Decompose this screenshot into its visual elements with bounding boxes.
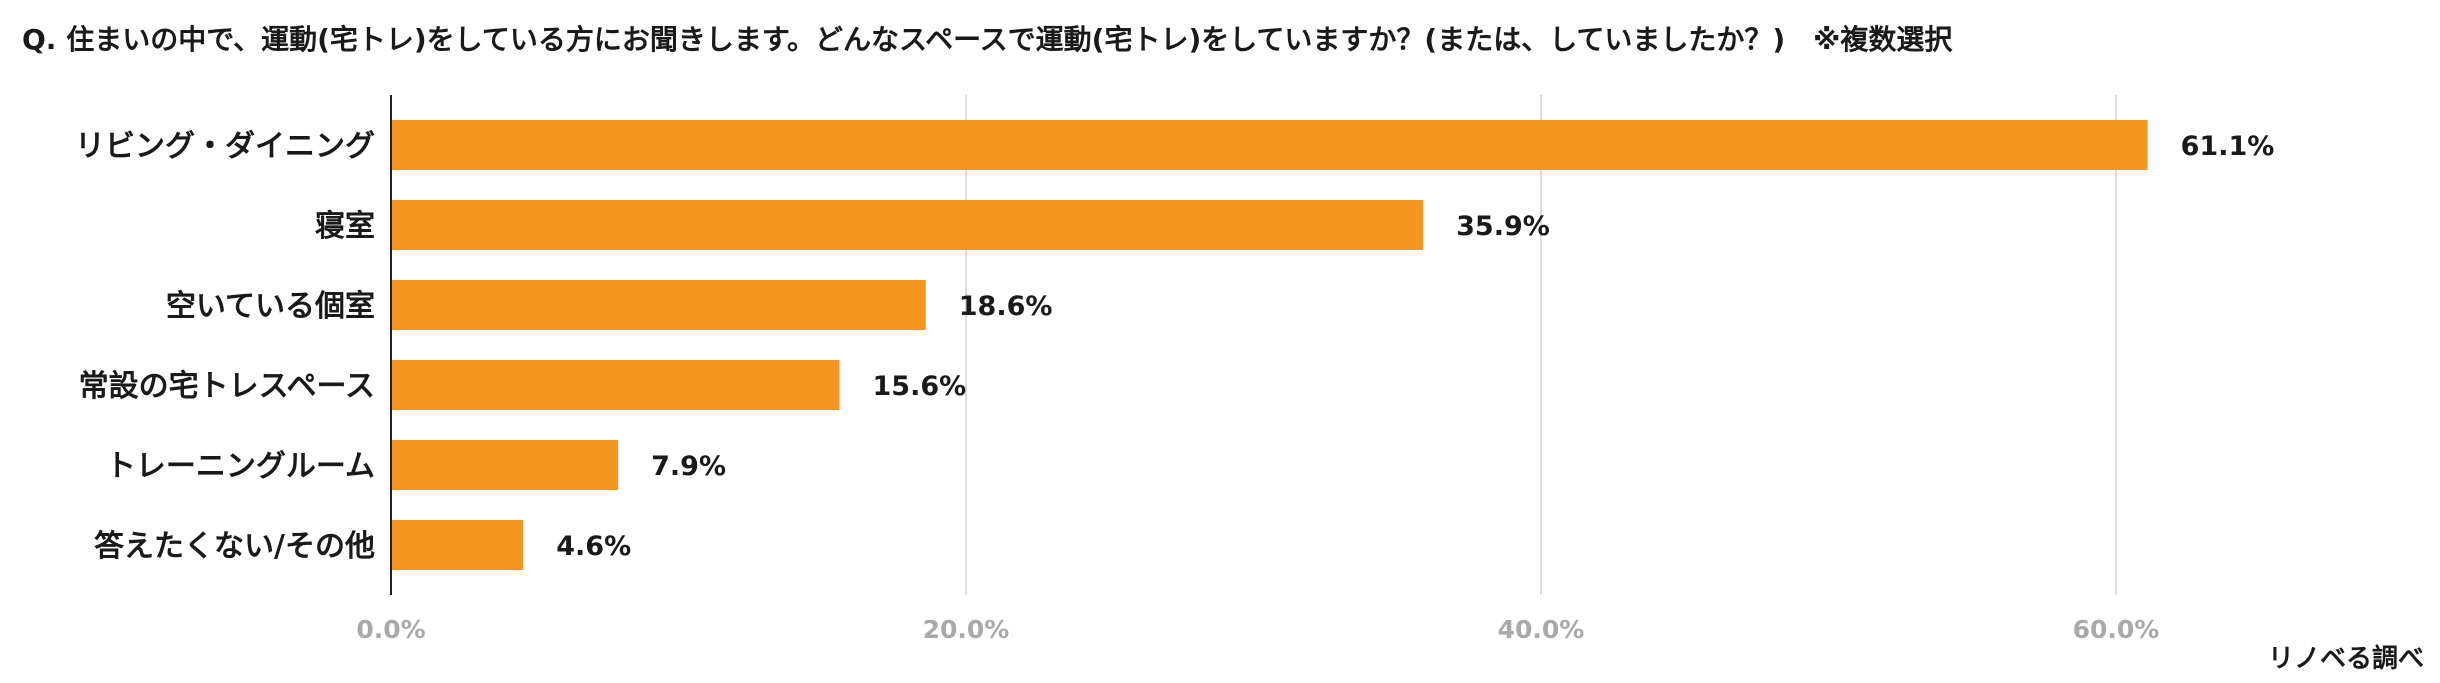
bar — [391, 360, 840, 410]
bar — [391, 280, 926, 330]
bar — [391, 440, 619, 490]
value-label: 15.6% — [873, 371, 967, 402]
question-title: Q. 住まいの中で、運動(宅トレ)をしている方にお聞きします。どんなスペースで運… — [22, 23, 1953, 56]
bar — [391, 200, 1424, 250]
value-label: 18.6% — [959, 291, 1053, 322]
value-label: 4.6% — [556, 531, 631, 562]
bars — [391, 120, 2148, 570]
value-label: 35.9% — [1456, 211, 1550, 242]
category-label: リビング・ダイニング — [75, 129, 375, 164]
bar — [391, 520, 524, 570]
x-tick-label: 40.0% — [1498, 615, 1585, 644]
value-label: 7.9% — [651, 451, 726, 482]
grid-lines — [965, 95, 2117, 595]
x-tick-label: 0.0% — [356, 615, 425, 644]
labels: 0.0% 20.0% 40.0% 60.0% リビング・ダイニング 61.1% 寝室 35.9… — [75, 129, 2274, 644]
category-label: 寝室 — [315, 209, 375, 244]
value-label: 61.1% — [2181, 131, 2275, 162]
x-tick-label: 60.0% — [2073, 615, 2160, 644]
x-tick-label: 20.0% — [923, 615, 1010, 644]
source-note: リノベる調べ — [2267, 644, 2424, 674]
category-label: 常設の宅トレスペース — [79, 369, 375, 404]
category-label: 空いている個室 — [166, 289, 375, 324]
category-label: 答えたくない/その他 — [94, 529, 375, 564]
bar — [391, 120, 2148, 170]
category-label: トレーニングルーム — [106, 449, 375, 484]
